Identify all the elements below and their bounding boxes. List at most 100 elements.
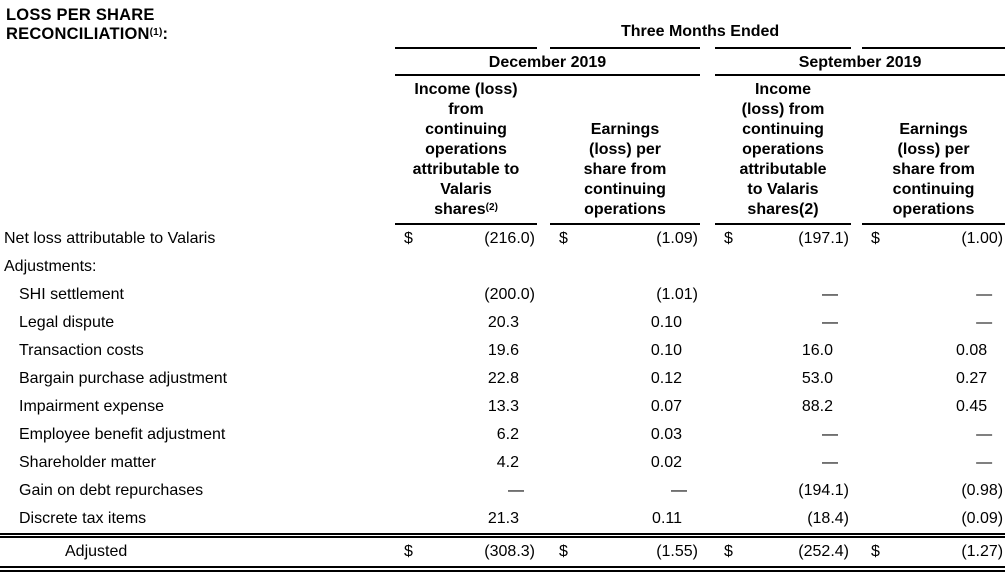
column-spacer [537, 281, 550, 309]
row-label: Adjusted [0, 533, 395, 572]
spacer [700, 48, 715, 75]
row-label: SHI settlement [19, 286, 124, 303]
cell-value: (194.1) [798, 482, 849, 499]
cell-value: — [822, 286, 838, 303]
currency-symbol: $ [404, 230, 413, 247]
row-label: Transaction costs [19, 342, 144, 359]
column-spacer [700, 477, 715, 505]
document-title: LOSS PER SHARE RECONCILIATION(1): [6, 6, 395, 44]
currency-symbol [395, 365, 425, 393]
column-spacer [537, 477, 550, 505]
table-row: Shareholder matter 4.2 0.02 — — [0, 449, 1005, 477]
column-spacer [851, 505, 862, 536]
title-cell: LOSS PER SHARE RECONCILIATION(1): [0, 0, 395, 44]
column-spacer [537, 253, 550, 281]
cell-value: (200.0) [484, 286, 535, 303]
cell-value: 19.6 [487, 342, 519, 359]
cell-value: 4.2 [496, 454, 519, 471]
colheader-footnote-ref: (2) [485, 202, 498, 213]
table-body: Net loss attributable to Valaris $ (216.0)… [0, 224, 1005, 572]
column-spacer [537, 309, 550, 337]
currency-symbol [395, 393, 425, 421]
currency-symbol [715, 477, 747, 505]
colheader-text: Earnings (loss) per share from continuin… [892, 121, 975, 218]
table-row: Employee benefit adjustment 6.2 0.03 — — [0, 421, 1005, 449]
row-label: Discrete tax items [19, 510, 147, 527]
column-spacer [700, 337, 715, 365]
column-spacer [851, 477, 862, 505]
row-label: Adjustments: [4, 258, 97, 275]
currency-symbol [862, 253, 892, 281]
spacer [0, 48, 395, 75]
currency-symbol: $ [715, 533, 747, 572]
currency-symbol [862, 449, 892, 477]
spacer [0, 75, 395, 224]
table-row: Bargain purchase adjustment 22.8 0.12 53.0 0… [0, 365, 1005, 393]
currency-symbol [862, 393, 892, 421]
table-row: Net loss attributable to Valaris $ (216.0)… [0, 224, 1005, 253]
currency-symbol [395, 309, 425, 337]
currency-symbol [715, 505, 747, 536]
colheader-dec-eps: Earnings (loss) per share from continuin… [550, 75, 700, 225]
cell-value: 0.45 [955, 398, 988, 415]
title-line2: RECONCILIATION [6, 25, 150, 43]
currency-symbol [715, 393, 747, 421]
cell-value: — [976, 314, 993, 331]
spacer [700, 75, 715, 224]
period-september-2019: September 2019 [715, 48, 1005, 76]
cell-value: (1.55) [580, 533, 700, 572]
colheader-sep-eps: Earnings (loss) per share from continuin… [862, 75, 1005, 225]
colheader-text: Earnings (loss) per share from continuin… [583, 121, 667, 218]
currency-symbol [395, 337, 425, 365]
cell-value [425, 253, 537, 281]
currency-symbol [395, 421, 425, 449]
cell-value: 53.0 [801, 370, 833, 387]
currency-symbol [862, 365, 892, 393]
currency-symbol: $ [395, 533, 425, 572]
column-spacer [851, 421, 862, 449]
currency-symbol [550, 393, 580, 421]
row-label: Impairment expense [19, 398, 164, 415]
column-spacer [700, 393, 715, 421]
currency-symbol [715, 281, 747, 309]
cell-value: (216.0) [484, 230, 535, 247]
period-december-2019: December 2019 [395, 48, 700, 76]
cell-value: (0.09) [961, 510, 1004, 527]
column-spacer [851, 449, 862, 477]
currency-symbol [862, 477, 892, 505]
cell-value: (1.00) [961, 230, 1004, 247]
rule-segment [862, 44, 1005, 49]
column-spacer [700, 449, 715, 477]
column-spacer [537, 337, 550, 365]
currency-symbol [715, 309, 747, 337]
currency-symbol [550, 281, 580, 309]
table-row: Discrete tax items 21.3 0.11 (18.4) (0.09) [0, 505, 1005, 536]
colheader-text: Income (loss) from continuing operations… [412, 81, 520, 218]
colheader-dec-income: Income (loss) from continuing operations… [395, 75, 537, 225]
cell-value: — [822, 426, 838, 443]
column-spacer [700, 224, 715, 253]
currency-symbol [395, 477, 425, 505]
cell-value: 16.0 [801, 342, 833, 359]
cell-value: (1.01) [656, 286, 698, 303]
table-row: Impairment expense 13.3 0.07 88.2 0.45 [0, 393, 1005, 421]
currency-symbol [550, 477, 580, 505]
column-spacer [537, 421, 550, 449]
period-row: December 2019 September 2019 [0, 48, 1005, 76]
table-row: Legal dispute 20.3 0.10 — — [0, 309, 1005, 337]
table-row-total: Adjusted $ (308.3) $ (1.55) $ (252.4) $ (1.27) [0, 533, 1005, 572]
column-spacer [700, 533, 715, 572]
spacer [851, 75, 862, 224]
cell-value: 13.3 [487, 398, 519, 415]
colheader-text: Income (loss) from continuing operations… [739, 81, 827, 218]
cell-value: — [671, 482, 687, 499]
row-label: Gain on debt repurchases [19, 482, 204, 499]
cell-value: — [822, 314, 838, 331]
cell-value: — [976, 286, 993, 303]
column-spacer [851, 281, 862, 309]
currency-symbol [715, 449, 747, 477]
period-group-header: Three Months Ended [620, 23, 780, 40]
currency-symbol [395, 253, 425, 281]
column-spacer [851, 365, 862, 393]
column-spacer [537, 224, 550, 253]
